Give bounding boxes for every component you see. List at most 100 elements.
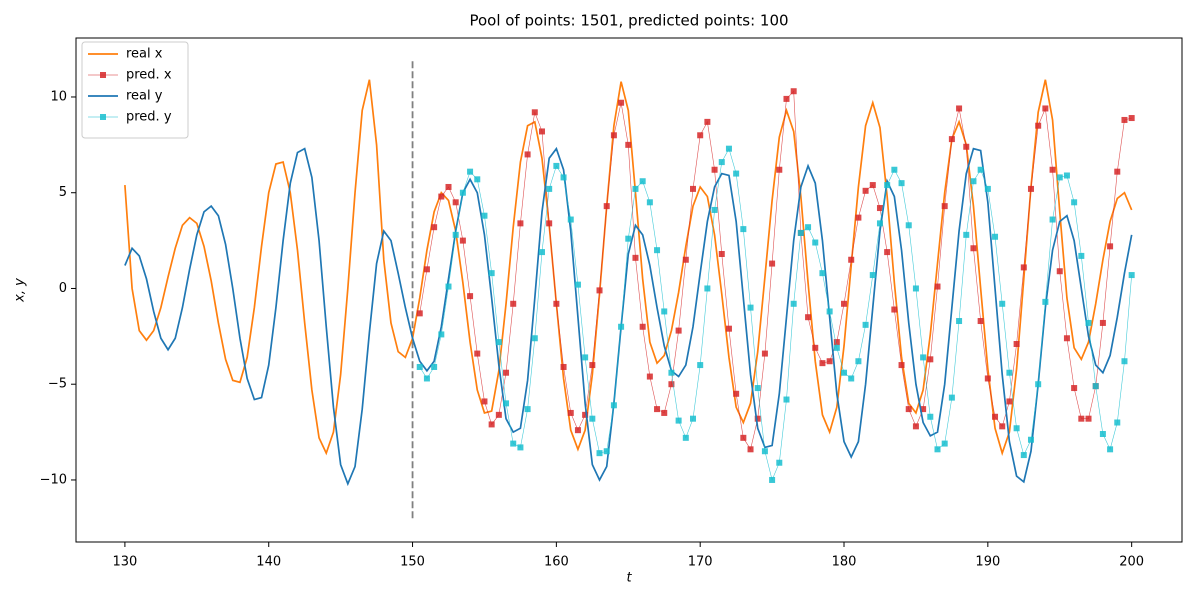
point-marker — [977, 318, 984, 325]
point-marker — [841, 369, 848, 376]
y-tick-label: 0 — [59, 281, 67, 296]
point-marker — [538, 249, 545, 256]
point-marker — [1027, 436, 1034, 443]
point-marker — [1035, 122, 1042, 129]
point-marker — [761, 448, 768, 455]
point-marker — [531, 109, 538, 116]
point-marker — [812, 344, 819, 351]
point-marker — [1063, 172, 1070, 179]
point-marker — [733, 170, 740, 177]
point-marker — [445, 283, 452, 290]
legend-box — [81, 41, 189, 139]
point-marker — [1049, 216, 1056, 223]
point-marker — [1071, 199, 1078, 206]
point-marker — [574, 281, 581, 288]
point-marker — [697, 362, 704, 369]
point-marker — [690, 415, 697, 422]
point-marker — [610, 402, 617, 409]
point-marker — [769, 476, 776, 483]
point-marker — [574, 427, 581, 434]
point-marker — [999, 423, 1006, 430]
point-marker — [905, 222, 912, 229]
point-marker — [596, 287, 603, 294]
point-marker — [431, 224, 438, 231]
point-marker — [416, 310, 423, 317]
point-marker — [963, 231, 970, 238]
point-marker — [855, 214, 862, 221]
point-marker — [884, 182, 891, 189]
point-marker — [524, 406, 531, 413]
point-marker — [963, 143, 970, 150]
point-marker — [567, 216, 574, 223]
point-marker — [661, 308, 668, 315]
point-marker — [1042, 105, 1049, 112]
point-marker — [927, 356, 934, 363]
point-marker — [531, 335, 538, 342]
point-marker — [884, 249, 891, 256]
y-tick-label: −10 — [40, 472, 67, 487]
point-marker — [855, 358, 862, 365]
point-marker — [805, 224, 812, 231]
legend-marker — [100, 114, 106, 120]
point-marker — [869, 272, 876, 279]
point-marker — [1027, 185, 1034, 192]
point-marker — [438, 193, 445, 200]
point-marker — [711, 166, 718, 173]
point-marker — [905, 406, 912, 413]
point-marker — [675, 327, 682, 334]
point-marker — [452, 231, 459, 238]
plot-frame — [75, 37, 1183, 543]
point-marker — [553, 300, 560, 307]
point-marker — [459, 237, 466, 244]
point-marker — [761, 350, 768, 357]
point-marker — [891, 166, 898, 173]
point-marker — [1128, 272, 1135, 279]
point-marker — [546, 185, 553, 192]
point-marker — [754, 415, 761, 422]
point-marker — [848, 256, 855, 263]
point-marker — [1042, 298, 1049, 305]
point-marker — [848, 375, 855, 382]
point-marker — [618, 99, 625, 106]
point-marker — [833, 339, 840, 346]
point-marker — [948, 394, 955, 401]
point-marker — [459, 189, 466, 196]
point-marker — [740, 226, 747, 233]
legend-label: pred. x — [126, 68, 172, 83]
point-marker — [977, 166, 984, 173]
point-marker — [1099, 319, 1106, 326]
point-marker — [725, 325, 732, 332]
point-marker — [1085, 415, 1092, 422]
point-marker — [862, 321, 869, 328]
point-marker — [841, 300, 848, 307]
series-line — [124, 146, 1133, 487]
chart-title: Pool of points: 1501, predicted points: … — [469, 12, 788, 30]
y-axis-label: x, y — [13, 278, 28, 303]
point-marker — [776, 166, 783, 173]
point-marker — [603, 203, 610, 210]
point-marker — [740, 434, 747, 441]
point-marker — [891, 306, 898, 313]
point-marker — [503, 400, 510, 407]
x-tick-label: 140 — [256, 555, 281, 570]
point-marker — [819, 270, 826, 277]
point-marker — [438, 331, 445, 338]
point-marker — [970, 245, 977, 252]
point-marker — [582, 411, 589, 418]
point-marker — [560, 174, 567, 181]
point-marker — [639, 178, 646, 185]
point-marker — [1078, 415, 1085, 422]
point-marker — [1071, 385, 1078, 392]
legend-marker — [100, 72, 106, 78]
point-marker — [589, 362, 596, 369]
point-marker — [488, 270, 495, 277]
point-marker — [1092, 383, 1099, 390]
point-marker — [754, 385, 761, 392]
point-marker — [941, 203, 948, 210]
point-marker — [776, 459, 783, 466]
series-line — [124, 79, 1133, 456]
point-marker — [1063, 335, 1070, 342]
point-marker — [984, 185, 991, 192]
point-marker — [783, 95, 790, 102]
